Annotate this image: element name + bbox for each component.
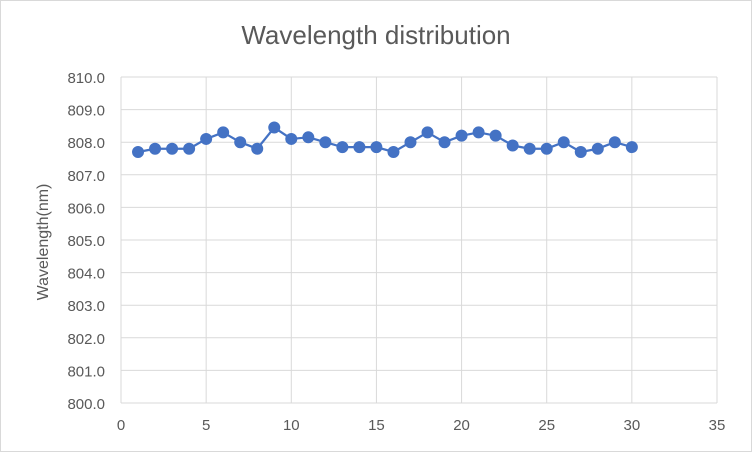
x-tick-label: 35	[709, 417, 726, 434]
y-tick-label: 803.0	[67, 298, 105, 315]
data-point	[353, 141, 366, 154]
data-point	[166, 142, 179, 155]
x-tick-label: 0	[117, 417, 125, 434]
x-tick-label: 5	[202, 417, 210, 434]
data-point	[302, 131, 315, 144]
data-point	[489, 129, 502, 142]
y-tick-label: 809.0	[67, 103, 105, 120]
x-axis: 0 5 10 15 20 25 30 35	[117, 417, 726, 434]
series-line	[137, 126, 633, 154]
y-tick-label: 808.0	[67, 135, 105, 152]
y-tick-label: 804.0	[67, 266, 105, 283]
data-point	[336, 141, 349, 154]
data-point	[183, 142, 196, 155]
data-point	[200, 132, 213, 145]
x-tick-label: 25	[538, 417, 555, 434]
data-point	[506, 139, 519, 152]
data-point	[404, 136, 417, 149]
data-point	[217, 126, 230, 139]
data-point	[132, 145, 145, 158]
data-point	[370, 141, 383, 154]
data-point	[285, 132, 298, 145]
x-tick-label: 30	[624, 417, 641, 434]
y-axis: 800.0 801.0 802.0 803.0 804.0 805.0 806.0 807.0…	[67, 70, 105, 413]
y-tick-label: 810.0	[67, 70, 105, 87]
data-point	[149, 142, 162, 155]
y-tick-label: 805.0	[67, 233, 105, 250]
data-point	[540, 142, 553, 155]
y-tick-label: 801.0	[67, 363, 105, 380]
y-tick-label: 802.0	[67, 331, 105, 348]
data-point	[523, 142, 536, 155]
data-point	[574, 145, 587, 158]
data-point	[234, 136, 247, 149]
data-point	[625, 141, 638, 154]
x-tick-label: 10	[283, 417, 300, 434]
data-point	[319, 136, 332, 149]
data-point	[608, 136, 621, 149]
y-tick-label: 807.0	[67, 168, 105, 185]
x-tick-label: 15	[368, 417, 385, 434]
x-tick-label: 20	[453, 417, 470, 434]
data-point	[455, 129, 468, 142]
gridlines	[120, 76, 718, 404]
data-point	[387, 145, 400, 158]
y-axis-label: Wavelength(nm)	[35, 184, 52, 301]
series-group	[132, 121, 638, 158]
data-point	[251, 142, 264, 155]
y-tick-label: 800.0	[67, 396, 105, 413]
data-point	[421, 126, 434, 139]
data-point	[591, 142, 604, 155]
data-point	[557, 136, 570, 149]
data-point	[438, 136, 451, 149]
chart-title: Wavelength distribution	[241, 20, 510, 50]
y-tick-label: 806.0	[67, 200, 105, 217]
data-point	[268, 121, 281, 134]
data-point	[472, 126, 485, 139]
